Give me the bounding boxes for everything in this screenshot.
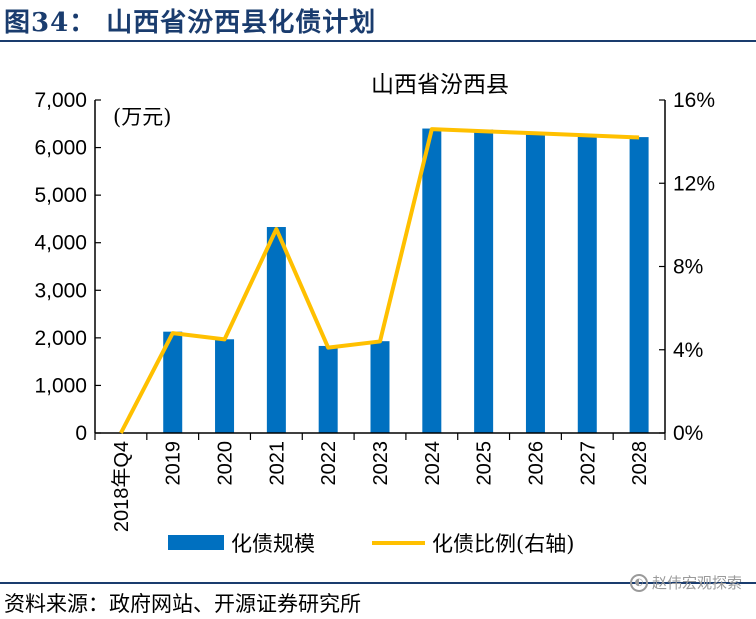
unit-label: (万元) bbox=[113, 105, 171, 129]
legend: 化债规模 化债比例(右轴) bbox=[168, 532, 574, 556]
ratio-line bbox=[119, 127, 640, 434]
right-tick-label: 8% bbox=[673, 256, 703, 279]
left-tick-label: 1,000 bbox=[34, 374, 87, 397]
title-rule bbox=[0, 40, 756, 42]
watermark: ◐ 赵伟宏观探索 bbox=[629, 572, 742, 593]
x-tick-label: 2018年Q4 bbox=[110, 441, 133, 532]
legend-bar-label: 化债规模 bbox=[231, 532, 315, 556]
x-tick-label: 2027 bbox=[577, 441, 599, 486]
bar-6 bbox=[422, 128, 442, 434]
bar-5 bbox=[370, 341, 390, 433]
wechat-icon: ◐ bbox=[629, 573, 648, 592]
right-tick-label: 0% bbox=[673, 422, 703, 445]
x-tick-label: 2025 bbox=[474, 441, 496, 486]
bar-8 bbox=[525, 132, 545, 433]
left-tick-label: 5,000 bbox=[34, 184, 87, 207]
axes-group: 0 1,000 2,000 3,000 4,000 5,000 6,000 7,000 0% 4%… bbox=[34, 89, 715, 532]
x-tick-label: 2020 bbox=[215, 441, 237, 486]
left-tick-label: 7,000 bbox=[34, 89, 87, 112]
left-tick-label: 6,000 bbox=[34, 137, 87, 160]
footer-rule bbox=[0, 582, 756, 584]
legend-line-label: 化债比例(右轴) bbox=[432, 532, 574, 556]
x-tick-label: 2026 bbox=[525, 441, 547, 486]
bar-1 bbox=[163, 331, 183, 433]
chart-title: 山西省汾西县 bbox=[371, 72, 509, 98]
legend-bar-swatch bbox=[168, 535, 224, 550]
bars-group bbox=[163, 128, 649, 434]
right-tick-label: 12% bbox=[673, 172, 715, 195]
bar-2 bbox=[215, 339, 235, 433]
bar-3 bbox=[266, 227, 286, 433]
x-tick-label: 2019 bbox=[163, 441, 185, 486]
x-tick-label: 2023 bbox=[370, 441, 392, 486]
source-note: 资料来源：政府网站、开源证券研究所 bbox=[4, 592, 361, 616]
left-tick-label: 0 bbox=[75, 422, 87, 445]
left-tick-label: 4,000 bbox=[34, 232, 87, 255]
left-tick-label: 2,000 bbox=[34, 327, 87, 350]
x-tick-label: 2028 bbox=[629, 441, 651, 486]
right-tick-label: 4% bbox=[673, 339, 703, 362]
chart: 山西省汾西县 (万元) 0 1,000 2,000 3,000 4,000 5,000 6,… bbox=[34, 72, 715, 556]
bar-4 bbox=[318, 345, 338, 433]
left-tick-label: 3,000 bbox=[34, 279, 87, 302]
bar-9 bbox=[577, 134, 597, 433]
x-tick-label: 2022 bbox=[318, 441, 340, 486]
bar-7 bbox=[474, 129, 494, 433]
x-tick-label: 2021 bbox=[266, 441, 288, 486]
watermark-text: 赵伟宏观探索 bbox=[651, 574, 742, 592]
x-tick-label: 2024 bbox=[422, 441, 444, 486]
line-group bbox=[119, 127, 640, 434]
right-tick-label: 16% bbox=[673, 89, 715, 112]
bar-10 bbox=[629, 137, 649, 433]
figure-title: 图34： 山西省汾西县化债计划 bbox=[4, 8, 377, 38]
